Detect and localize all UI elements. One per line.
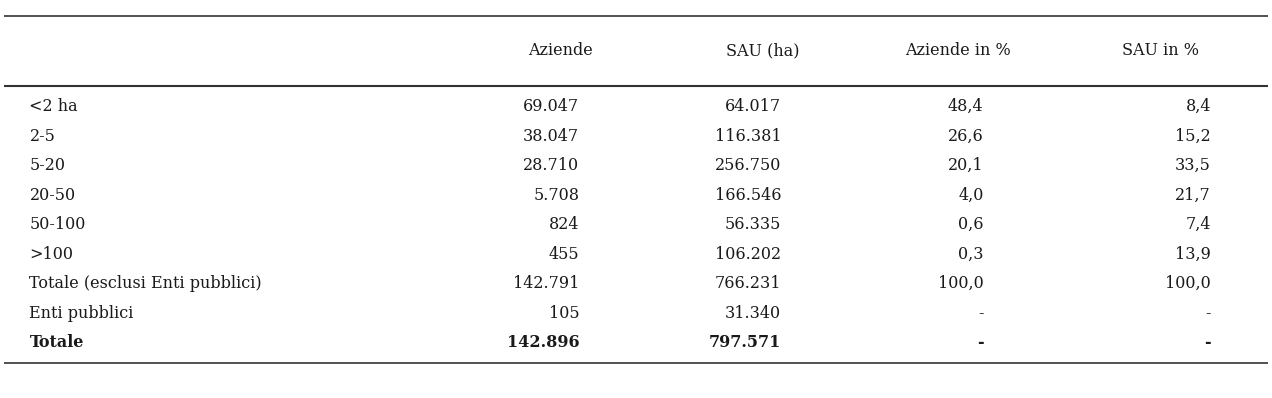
Text: -: -	[1206, 305, 1211, 322]
Text: 116.381: 116.381	[715, 128, 781, 144]
Text: 106.202: 106.202	[715, 246, 781, 263]
Text: 824: 824	[548, 216, 579, 233]
Text: 20-50: 20-50	[29, 187, 75, 204]
Text: 142.791: 142.791	[513, 275, 579, 292]
Text: 56.335: 56.335	[725, 216, 781, 233]
Text: 7,4: 7,4	[1186, 216, 1211, 233]
Text: 166.546: 166.546	[715, 187, 781, 204]
Text: 26,6: 26,6	[948, 128, 983, 144]
Text: 797.571: 797.571	[709, 334, 781, 351]
Text: 142.896: 142.896	[506, 334, 579, 351]
Text: 256.750: 256.750	[715, 157, 781, 174]
Text: 50-100: 50-100	[29, 216, 85, 233]
Text: SAU in %: SAU in %	[1122, 43, 1199, 59]
Text: 5.708: 5.708	[533, 187, 579, 204]
Text: 455: 455	[548, 246, 579, 263]
Text: Totale (esclusi Enti pubblici): Totale (esclusi Enti pubblici)	[29, 275, 262, 292]
Text: Aziende: Aziende	[528, 43, 593, 59]
Text: 100,0: 100,0	[1165, 275, 1211, 292]
Text: 13,9: 13,9	[1175, 246, 1211, 263]
Text: 38.047: 38.047	[523, 128, 579, 144]
Text: 31.340: 31.340	[725, 305, 781, 322]
Text: 2-5: 2-5	[29, 128, 55, 144]
Text: Aziende in %: Aziende in %	[906, 43, 1011, 59]
Text: 20,1: 20,1	[948, 157, 983, 174]
Text: <2 ha: <2 ha	[29, 98, 78, 115]
Text: 28.710: 28.710	[523, 157, 579, 174]
Text: -: -	[978, 305, 983, 322]
Text: Totale: Totale	[29, 334, 84, 351]
Text: 0,3: 0,3	[958, 246, 983, 263]
Text: -: -	[977, 334, 983, 351]
Text: 0,6: 0,6	[958, 216, 983, 233]
Text: -: -	[1205, 334, 1211, 351]
Text: 48,4: 48,4	[948, 98, 983, 115]
Text: 8,4: 8,4	[1186, 98, 1211, 115]
Text: 5-20: 5-20	[29, 157, 65, 174]
Text: 105: 105	[548, 305, 579, 322]
Text: SAU (ha): SAU (ha)	[725, 43, 799, 59]
Text: 21,7: 21,7	[1175, 187, 1211, 204]
Text: Enti pubblici: Enti pubblici	[29, 305, 134, 322]
Text: >100: >100	[29, 246, 74, 263]
Text: 64.017: 64.017	[725, 98, 781, 115]
Text: 69.047: 69.047	[523, 98, 579, 115]
Text: 766.231: 766.231	[715, 275, 781, 292]
Text: 4,0: 4,0	[958, 187, 983, 204]
Text: 15,2: 15,2	[1175, 128, 1211, 144]
Text: 33,5: 33,5	[1175, 157, 1211, 174]
Text: 100,0: 100,0	[937, 275, 983, 292]
